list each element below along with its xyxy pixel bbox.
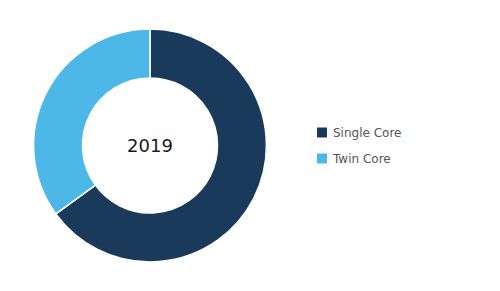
svg-text:2019: 2019	[127, 135, 173, 156]
svg-text:Twin Core: Twin Core	[332, 152, 391, 166]
svg-text:Single Core: Single Core	[333, 126, 401, 140]
